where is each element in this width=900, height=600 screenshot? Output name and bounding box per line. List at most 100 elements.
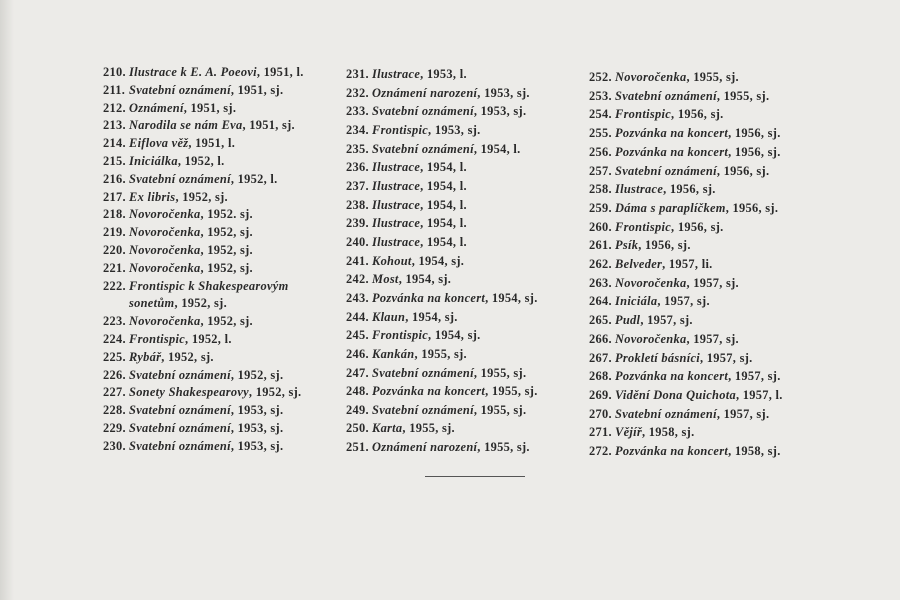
entry-title: Svatební oznámení bbox=[615, 163, 717, 178]
entry-text: Ilustrace, 1956, sj. bbox=[615, 180, 805, 199]
entry-details: , 1957, sj. bbox=[640, 313, 693, 328]
entry-number: 211. bbox=[103, 82, 126, 97]
entry-number: 236. bbox=[346, 160, 369, 175]
entry-title: Svatební oznámení bbox=[372, 104, 474, 119]
catalog-entry: 239. Ilustrace, 1954, l. bbox=[346, 214, 562, 233]
catalog-entry: 217. Ex libris, 1952, sj. bbox=[103, 189, 319, 207]
entry-title: Klaun bbox=[372, 309, 406, 324]
entry-text: Sonety Shakespearovy, 1952, sj. bbox=[129, 384, 319, 402]
catalog-entry: 258. Ilustrace, 1956, sj. bbox=[589, 180, 805, 199]
entry-text: Svatební oznámení, 1953, sj. bbox=[129, 420, 319, 438]
entry-title: Frontispic bbox=[615, 107, 672, 122]
entry-number: 220. bbox=[103, 242, 126, 257]
entry-details: , 1954, sj. bbox=[405, 309, 458, 324]
entry-text: Novoročenka, 1952, sj. bbox=[129, 242, 319, 260]
entry-title: Frontispic bbox=[372, 122, 429, 137]
catalog-entry: 256. Pozvánka na koncert, 1956, sj. bbox=[589, 143, 805, 162]
entry-details: , 1952, sj. bbox=[200, 260, 253, 275]
entry-details: , 1957, l. bbox=[735, 387, 783, 402]
entry-text: Svatební oznámení, 1953, sj. bbox=[129, 438, 319, 456]
entry-details: , 1954, sj. bbox=[398, 272, 452, 287]
entry-text: Dáma s paraplíčkem, 1956, sj. bbox=[615, 199, 805, 218]
entry-title: Vějíř bbox=[615, 425, 642, 440]
entry-text: Frontispic, 1952, l. bbox=[129, 331, 319, 349]
entry-title: Ilustrace bbox=[372, 234, 421, 249]
catalog-entry: 229. Svatební oznámení, 1953, sj. bbox=[103, 420, 319, 438]
entry-title: Svatební oznámení bbox=[615, 88, 717, 103]
entry-details: , 1957, li. bbox=[662, 257, 713, 272]
entry-details: , 1957, sj. bbox=[700, 350, 753, 365]
entry-text: Iniciála, 1957, sj. bbox=[615, 292, 805, 311]
catalog-entry: 272. Pozvánka na koncert, 1958, sj. bbox=[589, 442, 805, 461]
entry-number: 215. bbox=[103, 153, 126, 168]
entry-title: Oznámení bbox=[129, 100, 184, 115]
entry-text: Ex libris, 1952, sj. bbox=[129, 189, 319, 207]
entry-details: , 1956, sj. bbox=[716, 163, 770, 178]
entry-number: 269. bbox=[589, 387, 612, 402]
entry-title: Sonety Shakespearovy bbox=[129, 385, 249, 400]
entry-title: Novoročenka bbox=[129, 225, 201, 240]
entry-number: 216. bbox=[103, 171, 126, 186]
entry-number: 256. bbox=[589, 144, 612, 159]
entry-details: , 1952, l. bbox=[177, 153, 225, 168]
entry-title: Eiflova věž bbox=[129, 136, 189, 151]
catalog-entry: 227. Sonety Shakespearovy, 1952, sj. bbox=[103, 384, 319, 402]
entry-details: , 1953, sj. bbox=[473, 104, 527, 119]
entry-details: , 1955, sj. bbox=[473, 402, 527, 417]
entry-details: , 1953, l. bbox=[420, 67, 467, 81]
entry-title: Dáma s paraplíčkem bbox=[615, 200, 726, 215]
entry-title: Novoročenka bbox=[615, 331, 687, 346]
catalog-entry: 237. Ilustrace, 1954, l. bbox=[346, 177, 562, 196]
entry-title: Pozvánka na koncert bbox=[372, 290, 486, 305]
entry-details: , 1953, sj. bbox=[428, 122, 481, 137]
entry-text: Ilustrace, 1954, l. bbox=[372, 158, 562, 177]
entry-details: , 1956, sj. bbox=[638, 238, 691, 253]
catalog-entry: 235. Svatební oznámení, 1954, l. bbox=[346, 140, 562, 159]
entry-details: , 1955, sj. bbox=[686, 70, 739, 84]
entry-number: 261. bbox=[589, 238, 612, 253]
catalog-entry: 266. Novoročenka, 1957, sj. bbox=[589, 330, 805, 349]
entry-number: 244. bbox=[346, 309, 369, 324]
entry-details: , 1954, l. bbox=[420, 234, 467, 249]
catalog-entry: 259. Dáma s paraplíčkem, 1956, sj. bbox=[589, 199, 805, 218]
entry-number: 229. bbox=[103, 420, 126, 435]
entry-title: Novoročenka bbox=[615, 70, 687, 84]
entry-text: Kohout, 1954, sj. bbox=[372, 252, 562, 271]
entry-text: Pozvánka na koncert, 1956, sj. bbox=[615, 143, 805, 162]
entry-title: Ilustrace bbox=[372, 197, 421, 212]
entry-text: Svatební oznámení, 1955, sj. bbox=[372, 364, 562, 383]
catalog-entry: 245. Frontispic, 1954, sj. bbox=[346, 326, 562, 345]
catalog-entry: 252. Novoročenka, 1955, sj. bbox=[589, 68, 805, 87]
entry-title: Oznámení narození bbox=[372, 440, 478, 455]
entry-title: Oznámení narození bbox=[372, 85, 478, 100]
entry-details: , 1951, l. bbox=[188, 136, 236, 151]
entry-title: Svatební oznámení bbox=[372, 365, 474, 380]
entry-details: , 1955, sj. bbox=[485, 384, 538, 399]
entry-text: Frontispic, 1954, sj. bbox=[372, 326, 562, 345]
entry-title: Narodila se nám Eva bbox=[129, 118, 243, 133]
entry-title: Svatební oznámení bbox=[129, 403, 231, 418]
catalog-entry: 246. Kankán, 1955, sj. bbox=[346, 345, 562, 364]
entry-title: Karta bbox=[372, 421, 403, 436]
entry-text: Novoročenka, 1957, sj. bbox=[615, 274, 805, 293]
entry-number: 260. bbox=[589, 219, 612, 234]
entry-title: Ilustrace bbox=[372, 160, 421, 175]
entry-details: , 1957, sj. bbox=[657, 294, 710, 309]
entry-text: Frontispic k Shakespearovým sonetům, 195… bbox=[129, 278, 319, 314]
entry-text: Psík, 1956, sj. bbox=[615, 236, 805, 255]
entry-title: Ilustrace bbox=[372, 216, 421, 231]
entry-text: Ilustrace, 1954, l. bbox=[372, 233, 562, 252]
entry-number: 257. bbox=[589, 163, 612, 178]
entry-details: , 1951, sj. bbox=[242, 118, 295, 133]
entry-text: Frontispic, 1956, sj. bbox=[615, 105, 805, 124]
entry-number: 270. bbox=[589, 406, 612, 421]
catalog-entry: 219. Novoročenka, 1952, sj. bbox=[103, 224, 319, 242]
catalog-entry: 257. Svatební oznámení, 1956, sj. bbox=[589, 162, 805, 181]
entry-number: 223. bbox=[103, 314, 126, 329]
entry-text: Eiflova věž, 1951, l. bbox=[129, 135, 319, 153]
entry-details: , 1953, sj. bbox=[230, 420, 284, 435]
entry-title: Frontispic bbox=[129, 331, 186, 346]
entry-number: 264. bbox=[589, 294, 612, 309]
entry-text: Svatební oznámení, 1955, sj. bbox=[615, 87, 805, 106]
entry-title: Svatební oznámení bbox=[129, 367, 231, 382]
